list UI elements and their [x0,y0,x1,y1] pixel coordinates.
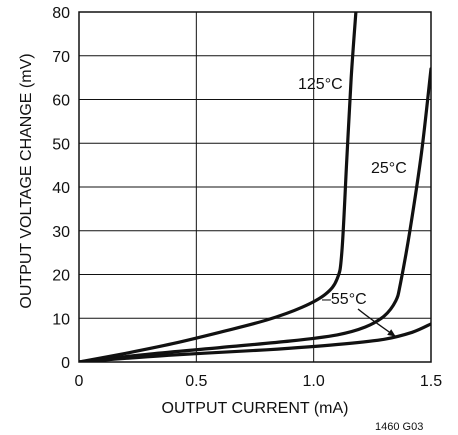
series-label-25c: 25°C [371,160,407,177]
grid [79,12,431,362]
y-tick-label-1: 10 [52,311,70,328]
figure-id: 1460 G03 [375,421,423,433]
annotation-arrowhead [387,329,396,337]
y-tick-label-7: 70 [52,49,70,66]
tick-labels: 0 0.5 1.0 1.5 0 10 20 30 40 50 60 70 80 [52,5,442,390]
y-axis-title: OUTPUT VOLTAGE CHANGE (mV) [18,53,35,308]
x-axis-title: OUTPUT CURRENT (mA) [162,400,349,417]
x-tick-label-0: 0 [75,373,84,390]
y-tick-label-8: 80 [52,5,70,22]
x-tick-label-2: 1.0 [303,373,325,390]
series-label-minus55c: –55°C [322,291,367,308]
y-tick-label-4: 40 [52,180,70,197]
series-label-125c: 125°C [298,76,343,93]
y-tick-label-0: 0 [61,355,70,372]
series-line-125c [79,12,358,362]
x-tick-label-1: 0.5 [185,373,207,390]
y-tick-label-6: 60 [52,93,70,110]
x-tick-label-3: 1.5 [420,373,442,390]
y-tick-label-3: 30 [52,224,70,241]
y-tick-label-5: 50 [52,136,70,153]
y-tick-label-2: 20 [52,268,70,285]
plot-frame [78,11,432,363]
series-line-minus55c [79,322,431,362]
